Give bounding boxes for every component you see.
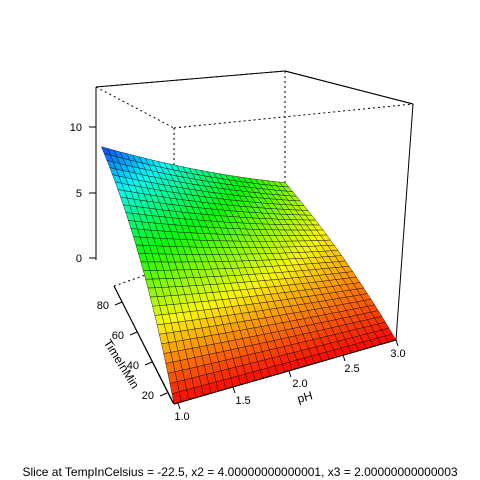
- ph-tick-label: 1.0: [174, 411, 189, 423]
- time-tick-label: 60: [112, 330, 124, 342]
- time-tick-label: 40: [127, 360, 139, 372]
- box-edge: [284, 70, 414, 105]
- z-axis: 10 5 0: [70, 87, 97, 265]
- ph-axis-title: pH: [296, 388, 315, 406]
- time-tick-label: 80: [97, 300, 109, 312]
- box-edge: [173, 103, 414, 129]
- box-edge: [395, 103, 414, 341]
- ph-tick-label: 2.5: [344, 363, 359, 375]
- z-tick-label: 10: [70, 122, 82, 134]
- ph-tick-label: 2.0: [292, 378, 307, 390]
- time-tick-label: 20: [142, 390, 154, 402]
- chart-caption: Slice at TempInCelsius = -22.5, x2 = 4.0…: [22, 465, 457, 479]
- ph-tick-label: 1.5: [235, 395, 250, 407]
- z-tick-label: 5: [76, 188, 82, 200]
- surface-mesh: [101, 146, 397, 405]
- box-edge: [95, 70, 286, 88]
- ph-axis: 1.0 1.5 2.0 2.5 3.0 pH: [173, 339, 406, 423]
- z-tick-label: 0: [76, 253, 82, 265]
- box-edge: [95, 86, 175, 129]
- ph-tick-label: 3.0: [390, 348, 405, 360]
